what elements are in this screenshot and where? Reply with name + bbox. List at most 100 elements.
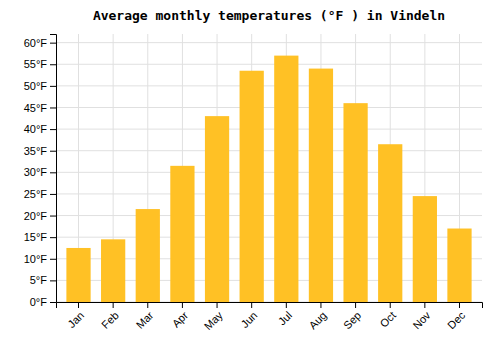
tick-label: 5°F: [30, 274, 48, 286]
bar: [378, 144, 402, 302]
grid-line: [56, 107, 482, 108]
tick-label: 10°F: [24, 253, 48, 265]
tick-label: Dec: [445, 309, 468, 332]
tick-mark: [147, 302, 148, 308]
tick-mark: [251, 302, 252, 308]
tick: Oct: [377, 302, 398, 330]
x-axis: Jan Feb Mar Apr May Jun Jul Aug Sep Oct Nov Dec: [57, 302, 483, 332]
tick-mark: [78, 302, 79, 308]
tick-mark: [50, 64, 56, 65]
bar: [101, 239, 125, 302]
bar: [413, 196, 437, 302]
tick: 55°F: [24, 58, 56, 70]
tick: 50°F: [24, 80, 56, 92]
tick-label: 50°F: [24, 80, 48, 92]
bar: [66, 248, 90, 302]
tick-label: 40°F: [24, 123, 48, 135]
tick-label: 35°F: [24, 145, 48, 157]
tick: 45°F: [24, 102, 56, 114]
tick-label: Sep: [341, 309, 363, 331]
bars: [66, 56, 471, 302]
tick-mark: [217, 302, 218, 308]
grid-line: [56, 193, 482, 194]
tick-mark: [50, 237, 56, 238]
tick-mark: [355, 302, 356, 308]
tick: 25°F: [24, 188, 56, 200]
tick: 60°F: [24, 37, 56, 49]
tick-mark: [424, 302, 425, 308]
tick: 35°F: [24, 145, 56, 157]
chart: Jan Feb Mar Apr May Jun Jul Aug Sep Oct Nov Dec 0°F 5…: [0, 0, 500, 350]
tick-label: May: [202, 309, 226, 333]
grid-line: [56, 129, 482, 130]
title: Average monthly temperatures (°F ) in Vi…: [93, 8, 445, 23]
tick-mark: [113, 302, 114, 308]
grid-line: [56, 150, 482, 151]
tick-mark: [50, 216, 56, 217]
tick-mark: [320, 302, 321, 308]
tick-label: 0°F: [30, 296, 48, 308]
y-axis: 0°F 5°F 10°F 15°F 20°F 25°F 30°F 35°F 40°F 45°F 50…: [24, 35, 57, 309]
tick-mark: [50, 302, 56, 303]
tick-label: Jun: [238, 309, 259, 330]
tick-mark: [50, 194, 56, 195]
tick-mark: [182, 302, 183, 308]
tick-mark: [50, 151, 56, 152]
tick-label: 60°F: [24, 37, 48, 49]
tick: Jun: [238, 302, 259, 330]
axis-line: [57, 303, 483, 309]
tick: 5°F: [30, 274, 56, 286]
tick: Apr: [170, 302, 191, 330]
grid-line: [56, 64, 482, 65]
bar: [240, 71, 264, 302]
tick: Nov: [410, 302, 433, 331]
grid-line: [56, 42, 482, 43]
tick-label: 30°F: [24, 166, 48, 178]
tick-mark: [459, 302, 460, 308]
tick: 15°F: [24, 231, 56, 243]
tick: May: [202, 302, 226, 332]
tick-mark: [50, 107, 56, 108]
tick-label: Feb: [99, 309, 121, 331]
tick-label: Apr: [170, 309, 191, 330]
bar: [205, 116, 229, 302]
tick: Jan: [65, 302, 86, 330]
grid-line: [56, 85, 482, 86]
tick-label: 20°F: [24, 210, 48, 222]
plot: Jan Feb Mar Apr May Jun Jul Aug Sep Oct Nov Dec 0°F 5…: [24, 34, 483, 332]
grid-line: [56, 172, 482, 173]
tick-label: Jan: [65, 309, 86, 330]
tick: Sep: [341, 302, 363, 331]
tick-mark: [50, 129, 56, 130]
tick-mark: [286, 302, 287, 308]
tick: 0°F: [30, 296, 56, 308]
tick-label: 25°F: [24, 188, 48, 200]
tick: Dec: [445, 302, 468, 331]
tick-mark: [50, 280, 56, 281]
bar: [136, 209, 160, 302]
tick-mark: [50, 86, 56, 87]
bar: [170, 166, 194, 302]
tick-label: Oct: [377, 309, 398, 330]
tick-label: Jul: [276, 309, 294, 327]
tick: Mar: [134, 302, 156, 331]
bar: [343, 103, 367, 302]
grid: [56, 34, 482, 302]
tick-label: 45°F: [24, 102, 48, 114]
tick: Jul: [276, 302, 294, 328]
tick: 20°F: [24, 210, 56, 222]
tick-mark: [390, 302, 391, 308]
tick-label: Mar: [134, 309, 156, 331]
tick: Aug: [306, 302, 328, 331]
tick: Feb: [99, 302, 121, 331]
tick-mark: [50, 43, 56, 44]
tick-label: 15°F: [24, 231, 48, 243]
bar: [309, 69, 333, 302]
tick: 10°F: [24, 253, 56, 265]
tick-mark: [50, 172, 56, 173]
tick-label: Aug: [306, 309, 328, 331]
tick-label: 55°F: [24, 58, 48, 70]
tick-mark: [50, 259, 56, 260]
tick: 40°F: [24, 123, 56, 135]
bar: [447, 229, 471, 302]
